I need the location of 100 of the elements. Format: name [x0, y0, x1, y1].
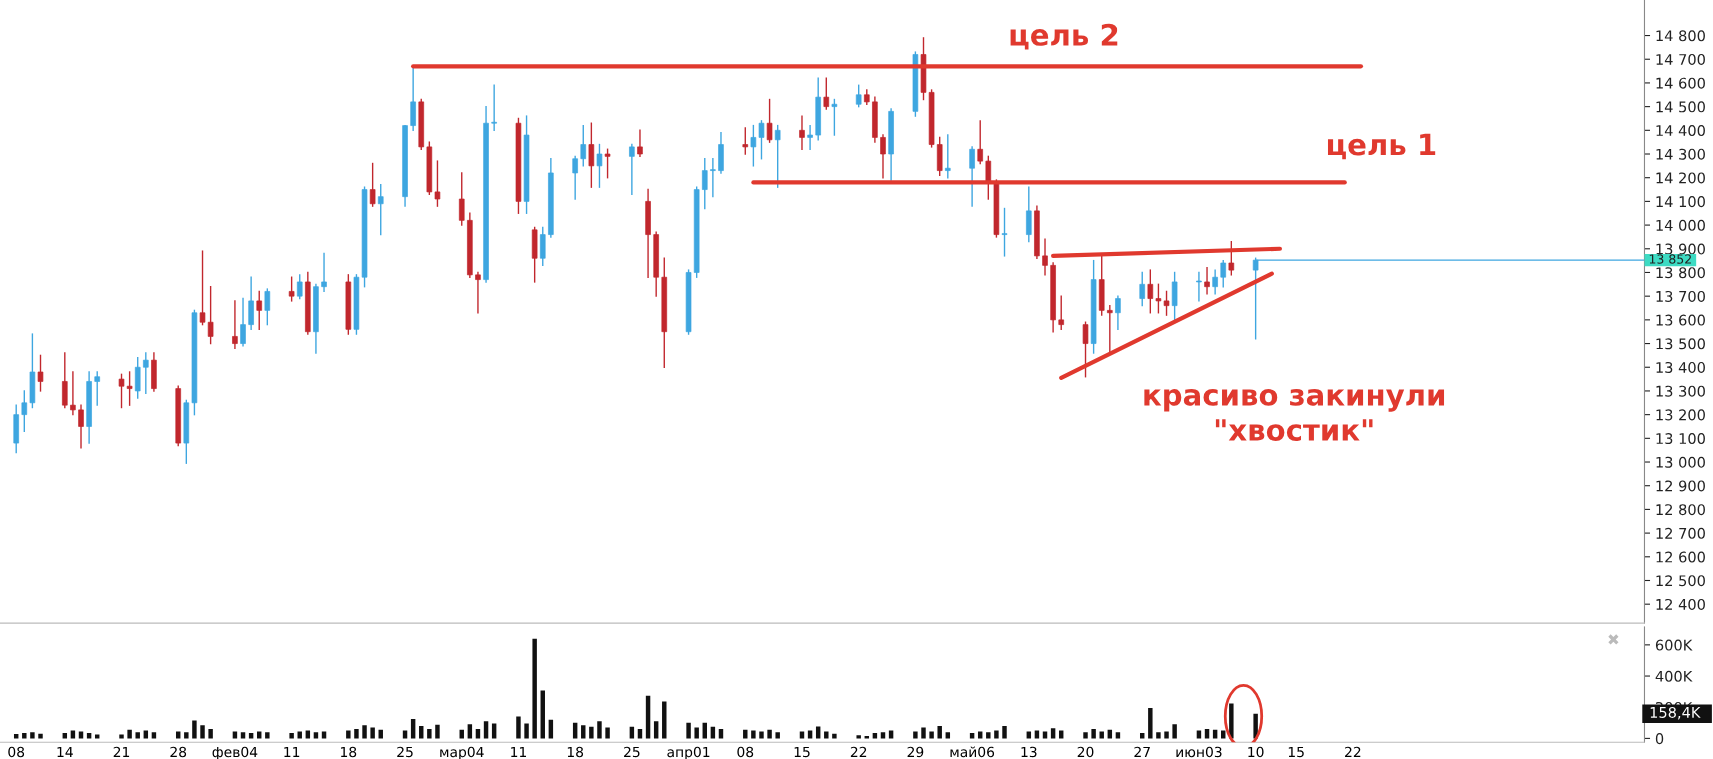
text: 158,4K — [1650, 706, 1701, 720]
bar — [977, 731, 983, 739]
bar — [297, 731, 302, 739]
y-tick-label: 12 800 — [1656, 504, 1705, 516]
candlestick — [126, 371, 133, 406]
bar — [354, 729, 359, 739]
candlestick — [248, 276, 254, 331]
y-tick-label: 14 500 — [1656, 101, 1705, 113]
candlestick — [977, 120, 983, 165]
candlestick — [1196, 271, 1202, 302]
y-tick-label: 14 400 — [1656, 125, 1705, 137]
bar — [30, 732, 35, 739]
candlestick — [94, 371, 100, 406]
x-tick-label: 28 — [170, 746, 187, 758]
y-tick-label: 12 600 — [1656, 551, 1705, 563]
bar — [192, 720, 197, 739]
annotation: цель 2 — [1010, 23, 1118, 50]
candlestick — [143, 352, 149, 395]
bar — [184, 732, 189, 739]
y-tick-label: 13 700 — [1656, 290, 1705, 302]
bar — [1091, 729, 1096, 739]
candlestick — [321, 252, 327, 293]
bar — [937, 725, 942, 739]
bar — [1026, 731, 1032, 739]
y-tick-label: 14 000 — [1656, 219, 1705, 231]
y-tick-label: 13 100 — [1656, 433, 1705, 445]
candlestick — [985, 155, 992, 200]
candlestick — [1139, 271, 1146, 307]
x-tick-label: июн03 — [1176, 746, 1222, 758]
x-tick-label: апр01 — [667, 746, 710, 759]
bar — [1164, 731, 1169, 739]
bar — [929, 731, 934, 739]
bar — [1172, 724, 1177, 739]
bar — [265, 732, 270, 739]
y-tick-label: 12 400 — [1656, 598, 1705, 610]
bar — [321, 731, 327, 739]
x-tick-label: 22 — [850, 746, 867, 758]
candlestick — [1204, 267, 1210, 295]
candlestick — [199, 250, 206, 326]
candlestick — [118, 373, 125, 409]
x-tick-label: мар04 — [440, 746, 484, 759]
bar — [289, 732, 294, 739]
candlestick — [1212, 269, 1218, 295]
candlestick — [1001, 207, 1008, 257]
bar — [22, 732, 27, 739]
candlestick — [1228, 240, 1235, 276]
bar — [1099, 731, 1104, 739]
y-tick-label: 14 800 — [1656, 30, 1705, 42]
y-tick-label: 14 300 — [1656, 148, 1705, 160]
candlestick — [969, 146, 975, 207]
x-tick-label: 18 — [567, 746, 584, 758]
x-tick-label: 29 — [907, 746, 924, 758]
candlestick — [880, 134, 886, 179]
candlestick — [232, 300, 238, 349]
bar — [1083, 732, 1088, 739]
bar — [1156, 732, 1161, 739]
bar — [913, 731, 918, 739]
annotation: ✖ — [1608, 634, 1619, 645]
bar — [921, 727, 926, 739]
candlestick — [1147, 269, 1154, 314]
annotation: цель 1 — [1327, 133, 1436, 160]
candlestick — [369, 162, 376, 207]
bar — [175, 731, 181, 739]
candlestick — [37, 354, 44, 392]
y-tick-label: 13 600 — [1656, 314, 1705, 326]
bar — [362, 725, 367, 739]
x-tick-label: 11 — [511, 746, 527, 758]
candlestick — [1026, 186, 1032, 243]
candlestick — [62, 352, 68, 409]
y-tick-label: 13 400 — [1656, 361, 1705, 373]
x-tick-label: 14 — [57, 746, 73, 758]
y-tick-label: 400K — [1655, 670, 1693, 682]
x-tick-label: 10 — [1248, 746, 1264, 758]
y-tick-label: 13 800 — [1656, 267, 1705, 279]
y-tick-label: 14 600 — [1656, 77, 1705, 89]
x-tick-label: 08 — [8, 746, 25, 758]
candlestick — [264, 288, 271, 326]
y-tick-label: 14 100 — [1656, 196, 1705, 208]
bar — [78, 731, 84, 739]
bar — [135, 732, 140, 739]
y-tick-label: 600K — [1655, 639, 1693, 651]
candlestick — [1042, 238, 1048, 276]
y-tick-label: 13 200 — [1656, 409, 1705, 421]
annotation: красиво закинули "хвостик" — [1144, 389, 1445, 441]
y-tick-label: 13 500 — [1656, 338, 1705, 350]
bar — [1229, 703, 1234, 739]
bar — [1253, 713, 1258, 739]
y-tick-label: 12 700 — [1656, 527, 1705, 539]
candlestick — [256, 290, 263, 331]
y-tick-label: 14 700 — [1656, 53, 1705, 65]
bar — [1042, 731, 1048, 739]
x-tick-label: 08 — [737, 746, 754, 758]
bar — [346, 730, 351, 739]
ref-line-label: 13 852 — [1649, 254, 1691, 264]
candlestick — [945, 134, 951, 179]
y-tick-label: 0 — [1655, 733, 1664, 745]
candlestick — [21, 390, 28, 432]
bar — [370, 727, 375, 739]
candlestick — [207, 285, 214, 345]
bar — [38, 733, 43, 739]
